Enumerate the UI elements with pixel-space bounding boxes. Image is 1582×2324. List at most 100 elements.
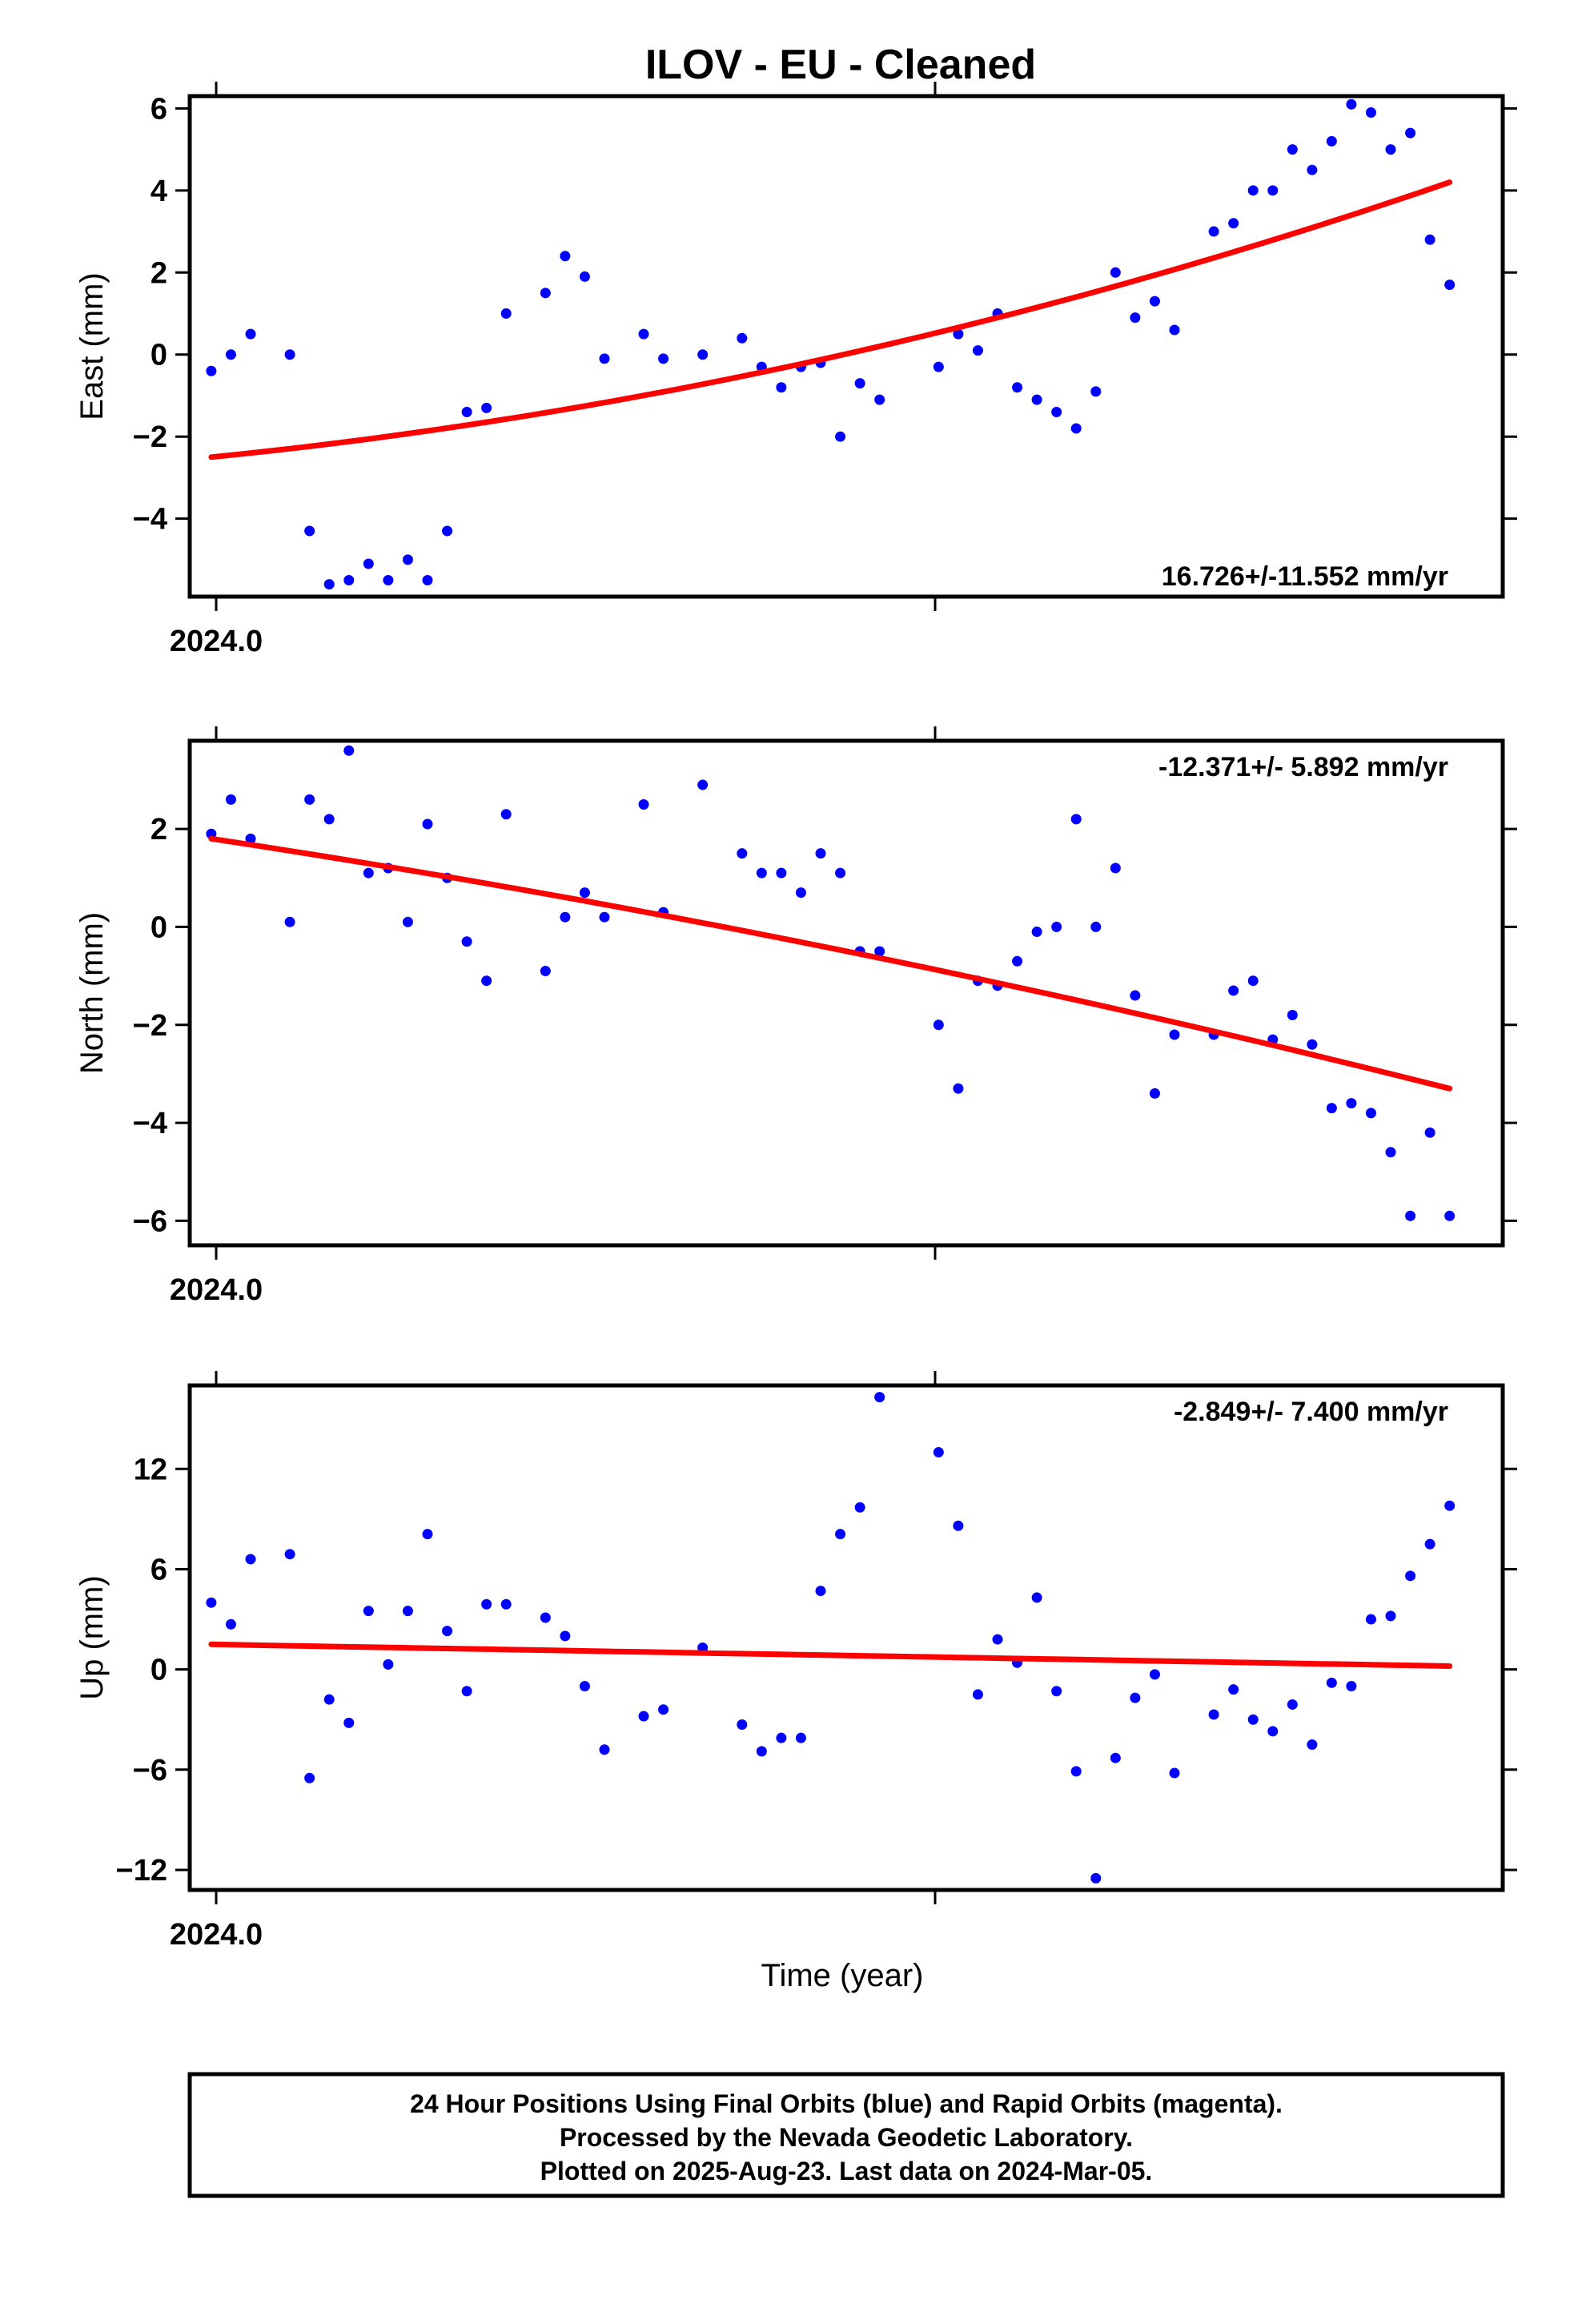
data-point bbox=[1090, 386, 1102, 397]
y-tick-label: −6 bbox=[133, 1204, 167, 1238]
data-point bbox=[874, 946, 885, 957]
fit-line bbox=[208, 179, 1453, 460]
data-point bbox=[1090, 921, 1102, 932]
data-point bbox=[1070, 1766, 1082, 1777]
data-point bbox=[1031, 1592, 1042, 1603]
data-point bbox=[1287, 1010, 1298, 1021]
data-point bbox=[1169, 1029, 1180, 1040]
rate-label: -12.371+/- 5.892 mm/yr bbox=[1158, 752, 1448, 782]
data-point bbox=[579, 1680, 590, 1691]
data-point bbox=[953, 328, 964, 340]
panel-up: −12 −6 0 6 12 2024.0 Up (mm) -2.849+/- 7.400 mm… bbox=[74, 1371, 1517, 1952]
data-point bbox=[1307, 164, 1318, 175]
data-point bbox=[874, 394, 885, 405]
data-point bbox=[1405, 1210, 1416, 1221]
data-point bbox=[245, 328, 256, 340]
data-point bbox=[1051, 1686, 1062, 1697]
y-tick-label: 12 bbox=[134, 1453, 167, 1486]
data-point bbox=[323, 579, 335, 590]
data-point bbox=[481, 1598, 492, 1610]
data-point bbox=[560, 251, 571, 262]
data-point bbox=[540, 287, 551, 299]
data-point bbox=[1326, 135, 1337, 147]
data-point bbox=[953, 1083, 964, 1094]
data-point bbox=[1208, 226, 1219, 237]
fit-line bbox=[208, 835, 1453, 1092]
data-point bbox=[835, 867, 846, 879]
data-point bbox=[756, 867, 767, 879]
data-point bbox=[540, 1612, 551, 1623]
data-point bbox=[1444, 1500, 1456, 1511]
data-point bbox=[756, 1746, 767, 1757]
data-point bbox=[835, 431, 846, 442]
data-point bbox=[363, 558, 374, 569]
data-point bbox=[795, 1732, 806, 1743]
data-point bbox=[304, 525, 315, 537]
data-point bbox=[500, 809, 512, 820]
data-point bbox=[1247, 975, 1259, 987]
data-point bbox=[461, 1686, 472, 1697]
data-point bbox=[992, 1634, 1003, 1645]
data-point bbox=[284, 349, 295, 360]
data-point bbox=[481, 975, 492, 987]
data-point bbox=[1012, 382, 1023, 393]
data-point bbox=[1169, 324, 1180, 336]
data-point bbox=[1424, 1538, 1435, 1550]
data-point bbox=[1307, 1739, 1318, 1751]
data-point bbox=[1365, 107, 1376, 118]
data-point bbox=[638, 799, 649, 810]
data-point bbox=[1326, 1103, 1337, 1114]
data-point bbox=[225, 794, 236, 805]
data-point bbox=[560, 1630, 571, 1642]
y-tick-label: 6 bbox=[151, 1553, 167, 1586]
data-point bbox=[442, 1626, 453, 1637]
data-point bbox=[737, 848, 748, 859]
data-point bbox=[776, 382, 787, 393]
data-point bbox=[1031, 927, 1042, 938]
data-point bbox=[1149, 296, 1160, 307]
data-point bbox=[1267, 185, 1279, 196]
y-axis-label: East (mm) bbox=[74, 272, 110, 420]
data-point bbox=[343, 1717, 355, 1728]
data-point bbox=[933, 1019, 944, 1031]
data-point bbox=[500, 1598, 512, 1610]
data-point bbox=[1090, 1872, 1102, 1884]
data-point bbox=[245, 833, 256, 844]
rate-label: -2.849+/- 7.400 mm/yr bbox=[1174, 1397, 1448, 1427]
data-point bbox=[422, 818, 433, 830]
data-point bbox=[206, 1597, 217, 1608]
data-point bbox=[815, 848, 826, 859]
data-point bbox=[972, 345, 983, 356]
data-point bbox=[343, 575, 355, 586]
fit-line bbox=[208, 1641, 1453, 1669]
data-point bbox=[323, 1694, 335, 1705]
y-axis-label: Up (mm) bbox=[74, 1575, 110, 1700]
data-point bbox=[658, 353, 669, 364]
data-point bbox=[1247, 1714, 1259, 1725]
data-point bbox=[1031, 394, 1042, 405]
data-point bbox=[1385, 144, 1396, 155]
data-point bbox=[1169, 1767, 1180, 1779]
data-point bbox=[1228, 985, 1239, 996]
data-point bbox=[363, 1606, 374, 1617]
data-point bbox=[1385, 1147, 1396, 1158]
y-tick-label: 0 bbox=[151, 1654, 167, 1687]
data-point bbox=[737, 1719, 748, 1730]
x-tick-label: 2024.0 bbox=[170, 1918, 263, 1952]
data-point bbox=[579, 887, 590, 899]
data-point bbox=[284, 1549, 295, 1560]
data-point bbox=[795, 887, 806, 899]
data-point bbox=[933, 1446, 944, 1458]
footer-line-1: 24 Hour Positions Using Final Orbits (bl… bbox=[410, 2089, 1283, 2118]
data-point bbox=[363, 867, 374, 879]
data-point bbox=[1346, 99, 1357, 110]
data-point bbox=[1228, 218, 1239, 229]
plot-frame bbox=[187, 94, 1505, 599]
chart-title: ILOV - EU - Cleaned bbox=[645, 42, 1036, 88]
data-point bbox=[323, 814, 335, 825]
data-point bbox=[1149, 1669, 1160, 1680]
y-tick-label: 2 bbox=[151, 813, 167, 846]
data-point bbox=[953, 1520, 964, 1531]
data-point bbox=[1365, 1108, 1376, 1119]
data-point bbox=[422, 575, 433, 586]
